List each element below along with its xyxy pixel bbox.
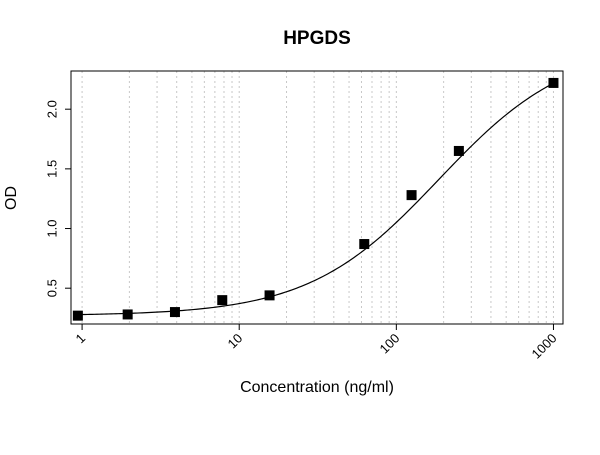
data-point — [264, 290, 275, 301]
x-tick-label: 1 — [72, 331, 88, 347]
data-point — [548, 77, 559, 88]
x-tick-label: 10 — [224, 331, 245, 352]
points-layer — [72, 77, 559, 321]
data-point — [406, 190, 417, 201]
plot-frame — [70, 70, 564, 325]
x-axis-label: Concentration (ng/ml) — [240, 379, 394, 396]
y-tick-label: 0.5 — [44, 279, 59, 297]
x-tick-label: 1000 — [529, 331, 560, 362]
data-point — [169, 307, 180, 318]
x-tick-label: 100 — [377, 331, 403, 357]
data-point — [72, 310, 83, 321]
grid-layer — [81, 71, 554, 324]
data-point — [122, 309, 133, 320]
axis-layer: 1 10 100 1000 0.5 1.0 1.5 2.0 — [44, 100, 559, 361]
fit-curve — [77, 82, 554, 316]
data-point — [359, 239, 370, 250]
curve-layer — [77, 82, 554, 316]
y-tick-label: 1.0 — [44, 219, 59, 237]
y-axis-label: OD — [3, 186, 20, 210]
y-tick-label: 2.0 — [44, 100, 59, 118]
data-point — [453, 145, 464, 156]
y-tick-label: 1.5 — [44, 160, 59, 178]
data-point — [217, 295, 228, 306]
chart-title: HPGDS — [283, 28, 351, 49]
